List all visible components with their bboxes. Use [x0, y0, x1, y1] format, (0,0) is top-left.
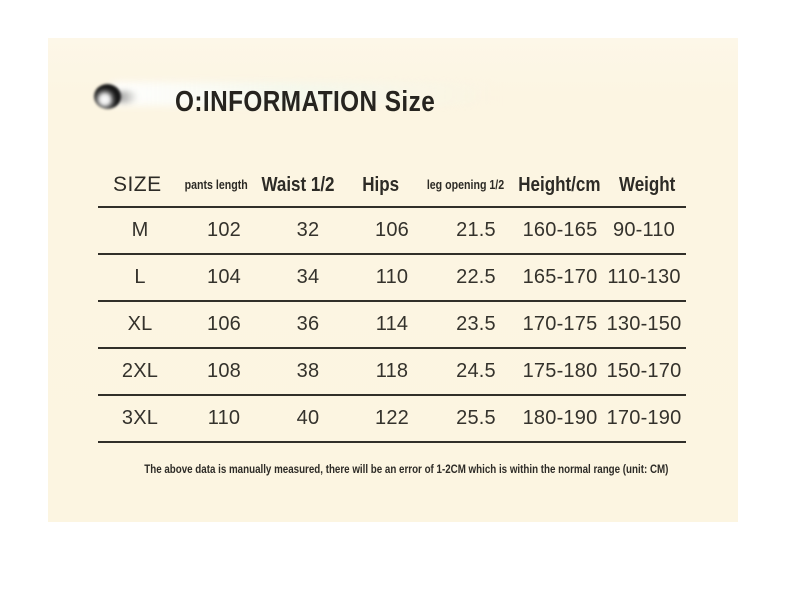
table-cell: 106 [375, 219, 409, 241]
table-cell: 25.5 [456, 407, 496, 429]
table-header-row: SIZE pants length Waist 1/2 Hips leg ope… [98, 164, 686, 208]
table-cell: 170-175 [522, 313, 598, 335]
table-row-3xl: 3XL 110 40 122 25.5 180-190 170-190 [98, 396, 686, 443]
column-header-label: pants length [184, 178, 248, 192]
table-cell: 118 [375, 360, 409, 382]
table-cell: 104 [207, 266, 241, 288]
row-label: M [131, 219, 149, 241]
measurement-disclaimer-text: The above data is manually measured, the… [144, 464, 669, 476]
table-cell: 165-170 [522, 266, 598, 288]
table-cell: 40 [296, 407, 320, 429]
size-info-panel: O:INFORMATION Size SIZE pants length Wai… [48, 38, 738, 522]
table-cell: 102 [207, 219, 241, 241]
table-cell: 130-150 [606, 313, 682, 335]
page-title: O:INFORMATION Size [175, 86, 436, 118]
column-header-size: SIZE [98, 173, 177, 197]
table-cell: 110 [375, 266, 409, 288]
table-cell: 34 [296, 266, 320, 288]
column-header-waist: Waist 1/2 [255, 174, 341, 197]
size-table: SIZE pants length Waist 1/2 Hips leg ope… [98, 164, 686, 443]
table-cell: 24.5 [456, 360, 496, 382]
column-header-weight: Weight [607, 174, 686, 197]
row-label: L [134, 266, 146, 288]
column-header-leg-opening: leg opening 1/2 [420, 178, 511, 192]
table-cell: 110 [207, 407, 241, 429]
logo-motion-trail [114, 91, 138, 103]
table-cell: 160-165 [522, 219, 598, 241]
table-cell: 23.5 [456, 313, 496, 335]
title-highlight-streak [106, 82, 516, 106]
column-header-pants-length: pants length [177, 178, 256, 192]
table-row-l: L 104 34 110 22.5 165-170 110-130 [98, 255, 686, 302]
table-row-xl: XL 106 36 114 23.5 170-175 130-150 [98, 302, 686, 349]
measurement-disclaimer: The above data is manually measured, the… [98, 460, 686, 478]
table-cell: 106 [207, 313, 241, 335]
column-header-label: leg opening 1/2 [426, 178, 504, 192]
table-cell: 90-110 [613, 219, 675, 241]
column-header-height: Height/cm [511, 174, 608, 197]
column-header-label: Weight [618, 173, 675, 196]
table-cell: 21.5 [456, 219, 496, 241]
table-row-m: M 102 32 106 21.5 160-165 90-110 [98, 208, 686, 255]
table-cell: 108 [207, 360, 241, 382]
table-cell: 175-180 [522, 360, 598, 382]
column-header-hips: Hips [341, 174, 420, 197]
table-row-2xl: 2XL 108 38 118 24.5 175-180 150-170 [98, 349, 686, 396]
column-header-label: Height/cm [517, 173, 601, 196]
table-cell: 122 [375, 407, 409, 429]
column-header-label: Waist 1/2 [261, 173, 335, 196]
table-cell: 110-130 [607, 266, 681, 288]
table-cell: 114 [375, 313, 409, 335]
table-cell: 36 [296, 313, 320, 335]
row-label: 3XL [121, 407, 159, 429]
table-cell: 170-190 [606, 407, 682, 429]
column-header-label: Hips [362, 173, 399, 196]
row-label: 2XL [121, 360, 159, 382]
table-cell: 180-190 [522, 407, 598, 429]
table-cell: 150-170 [606, 360, 682, 382]
column-header-label: SIZE [112, 173, 162, 196]
brand-logo-icon [94, 83, 138, 111]
table-cell: 38 [296, 360, 320, 382]
table-cell: 22.5 [456, 266, 496, 288]
table-cell: 32 [296, 219, 320, 241]
row-label: XL [127, 313, 153, 335]
